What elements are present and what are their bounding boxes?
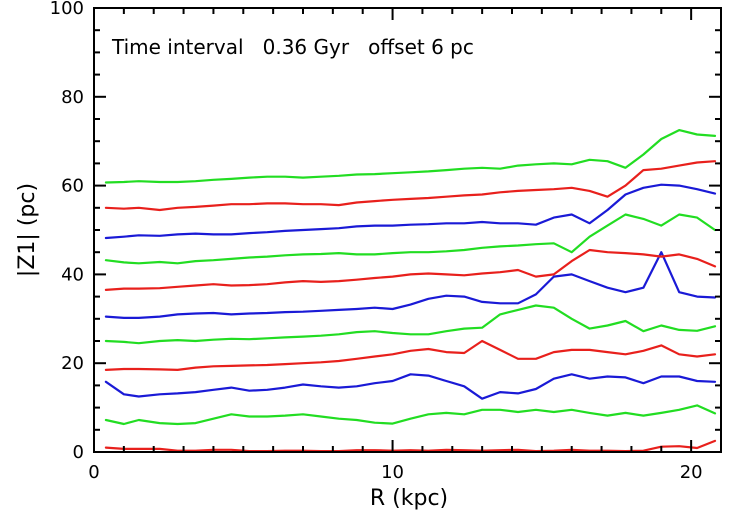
y-tick-label: 40 [61,264,84,285]
series-line-4 [104,339,717,371]
x-axis-title: R (kpc) [370,486,448,511]
series-layer [104,129,717,453]
ticks-layer [93,7,722,453]
series-line-1 [104,439,717,453]
y-tick-label: 100 [50,0,84,19]
series-line-3 [104,373,717,400]
series-line-2 [104,404,717,426]
y-tick-label: 80 [61,87,84,108]
y-tick-label: 0 [73,442,84,463]
x-tick-label: 0 [88,462,99,483]
series-line-5 [104,304,717,345]
x-tick-label: 20 [680,462,703,483]
series-line-9 [104,183,717,240]
annotation-text: Time interval 0.36 Gyr offset 6 pc [111,35,474,59]
series-line-11 [104,129,717,184]
series-line-10 [104,160,717,212]
y-axis-title: |Z1| (pc) [15,183,40,277]
tick-labels-layer: 0 10 20 0 20 40 60 80 100 [50,0,703,483]
y-tick-label: 60 [61,176,84,197]
series-line-8 [104,213,717,265]
plot-frame [93,7,722,453]
series-line-7 [104,248,717,291]
x-tick-label: 10 [381,462,404,483]
series-line-6 [104,251,717,319]
y-tick-label: 20 [61,353,84,374]
